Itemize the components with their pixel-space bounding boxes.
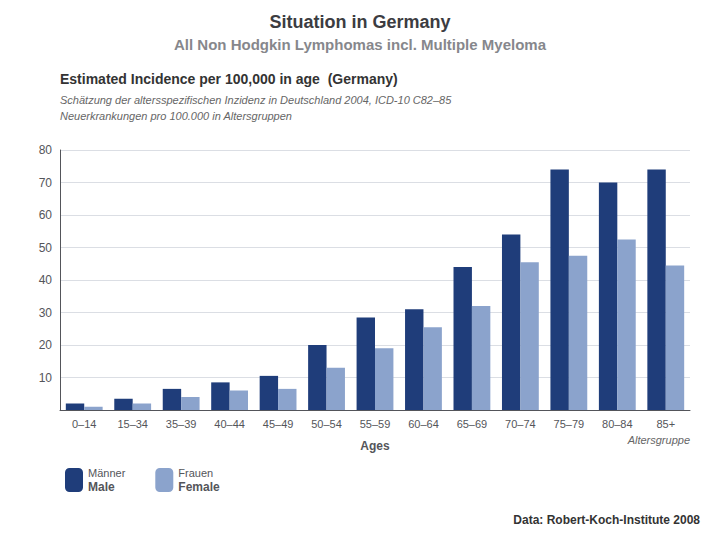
svg-text:80: 80 <box>39 143 53 157</box>
svg-text:All Non Hodgkin Lymphomas incl: All Non Hodgkin Lymphomas incl. Multiple… <box>174 36 547 53</box>
svg-text:75–79: 75–79 <box>554 418 585 430</box>
svg-text:15–34: 15–34 <box>117 418 148 430</box>
svg-text:10: 10 <box>39 371 53 385</box>
svg-text:50–54: 50–54 <box>311 418 342 430</box>
svg-text:20: 20 <box>39 338 53 352</box>
svg-text:65–69: 65–69 <box>457 418 488 430</box>
svg-text:Schätzung der altersspezifisch: Schätzung der altersspezifischen Inziden… <box>60 94 452 106</box>
svg-text:Ages: Ages <box>360 439 390 453</box>
svg-text:45–49: 45–49 <box>263 418 294 430</box>
svg-text:Altersgruppe: Altersgruppe <box>627 434 690 446</box>
svg-text:85+: 85+ <box>656 418 675 430</box>
svg-text:Neuerkrankungen pro 100.000 in: Neuerkrankungen pro 100.000 in Altersgru… <box>60 110 292 122</box>
svg-text:Estimated Incidence per 100,00: Estimated Incidence per 100,000 in age (… <box>60 71 398 87</box>
svg-text:40: 40 <box>39 273 53 287</box>
svg-text:Situation in Germany: Situation in Germany <box>269 12 450 32</box>
svg-text:70–74: 70–74 <box>505 418 536 430</box>
svg-text:Data: Robert-Koch-Institute 20: Data: Robert-Koch-Institute 2008 <box>513 513 700 527</box>
svg-text:50: 50 <box>39 241 53 255</box>
svg-text:55–59: 55–59 <box>360 418 391 430</box>
svg-text:Female: Female <box>178 480 220 494</box>
svg-text:Männer: Männer <box>88 467 126 479</box>
svg-text:30: 30 <box>39 306 53 320</box>
svg-text:80–84: 80–84 <box>602 418 633 430</box>
svg-text:60: 60 <box>39 208 53 222</box>
svg-text:35–39: 35–39 <box>166 418 197 430</box>
svg-text:70: 70 <box>39 176 53 190</box>
svg-text:60–64: 60–64 <box>408 418 439 430</box>
svg-text:Male: Male <box>88 480 115 494</box>
svg-text:0–14: 0–14 <box>72 418 96 430</box>
svg-text:Frauen: Frauen <box>178 467 213 479</box>
svg-text:40–44: 40–44 <box>214 418 245 430</box>
